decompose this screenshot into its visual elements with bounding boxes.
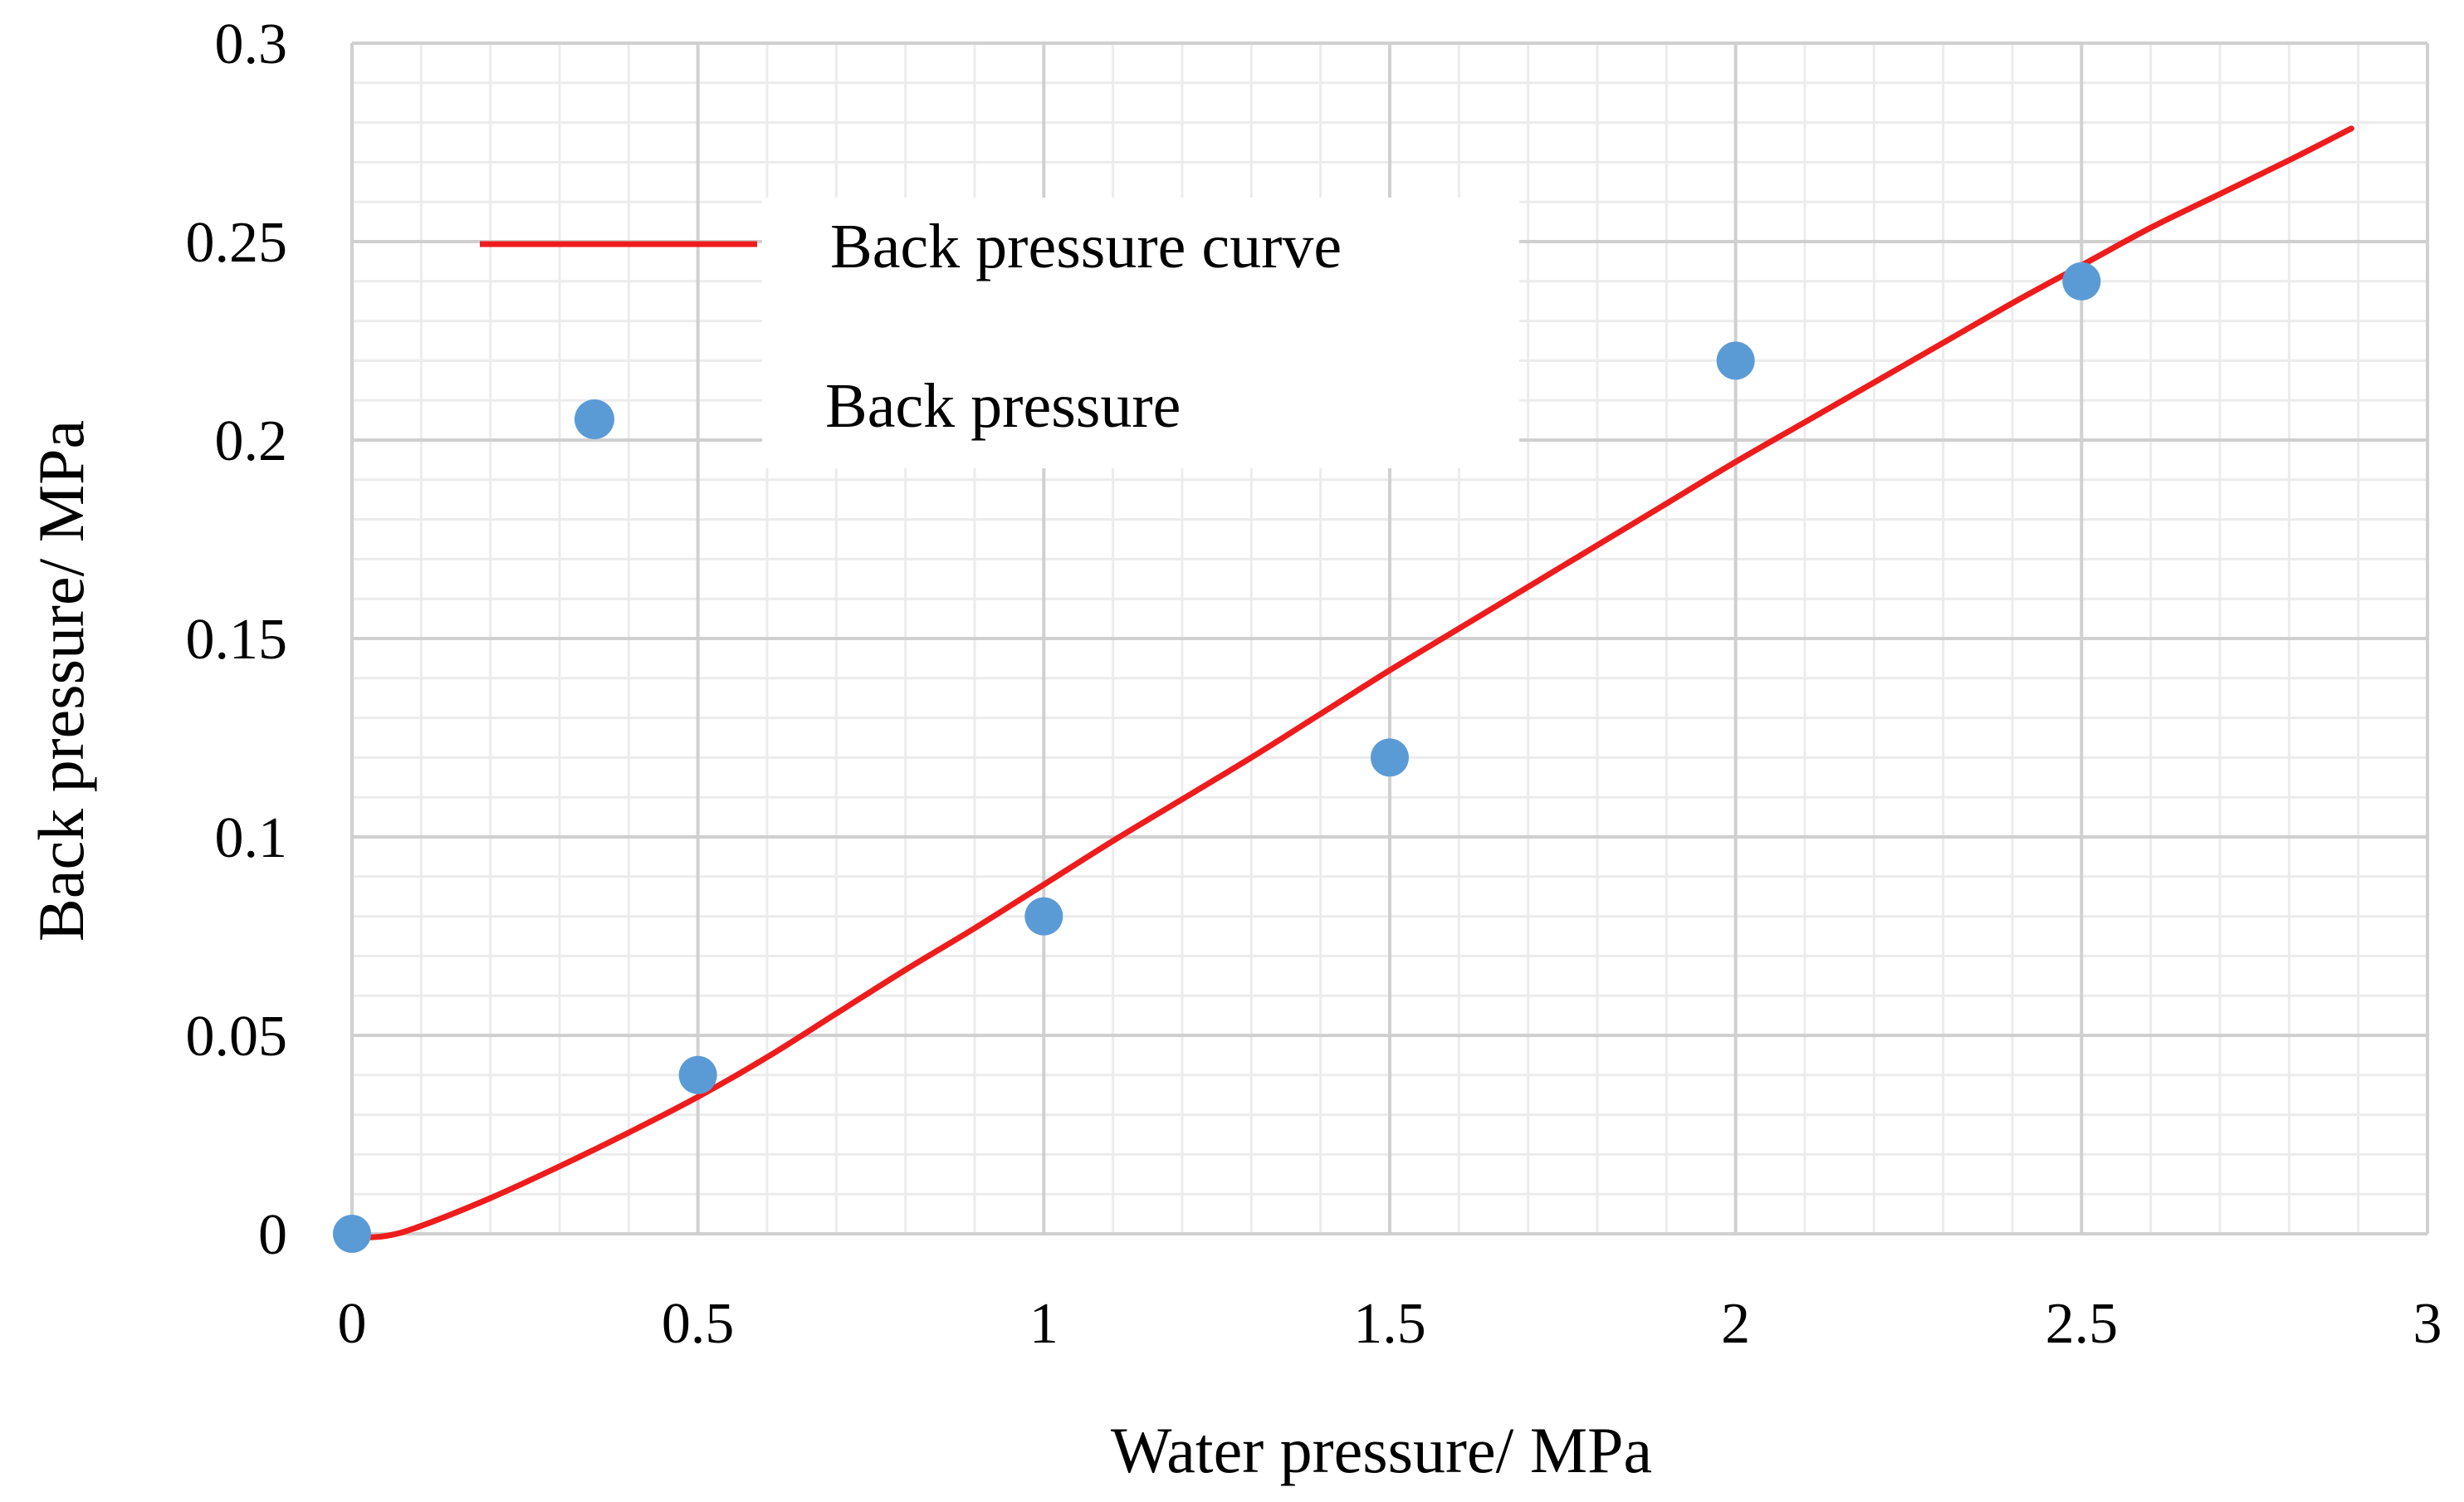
x-tick-label: 2.5 [2046,1292,2119,1356]
y-tick-label: 0 [258,1203,287,1267]
back-pressure-point [678,1055,717,1094]
y-tick-label: 0.05 [186,1005,288,1069]
plot-area [333,125,2354,1253]
x-tick-label: 1 [1029,1292,1058,1356]
back-pressure-point [1371,738,1409,777]
x-tick-label: 1.5 [1353,1292,1426,1356]
y-tick-label: 0.3 [215,12,288,76]
legend-point-marker [574,399,614,439]
y-tick-label: 0.15 [186,608,288,672]
y-axis-ticks: 0 0.05 0.1 0.15 0.2 0.25 0.3 [186,12,288,1267]
y-axis-title: Back pressure/ MPa [25,420,97,942]
x-axis-title: Water pressure/ MPa [1111,1414,1652,1486]
back-pressure-curve [349,125,2354,1241]
x-tick-label: 3 [2413,1292,2442,1356]
legend-label-points: Back pressure [825,371,1181,441]
x-axis-ticks: 0 0.5 1 1.5 2 2.5 3 [338,1292,2442,1356]
x-tick-label: 2 [1721,1292,1750,1356]
x-tick-label: 0.5 [662,1292,735,1356]
y-tick-label: 0.1 [215,806,288,870]
legend: Back pressure curve Back pressure [480,198,1519,468]
legend-box [762,198,1519,468]
x-tick-label: 0 [338,1292,367,1356]
legend-label-curve: Back pressure curve [830,212,1342,281]
y-tick-label: 0.25 [186,211,288,275]
back-pressure-point [1024,897,1063,936]
back-pressure-point [333,1215,371,1253]
y-tick-label: 0.2 [215,409,288,473]
back-pressure-point [1716,341,1755,380]
back-pressure-point [2062,262,2101,301]
